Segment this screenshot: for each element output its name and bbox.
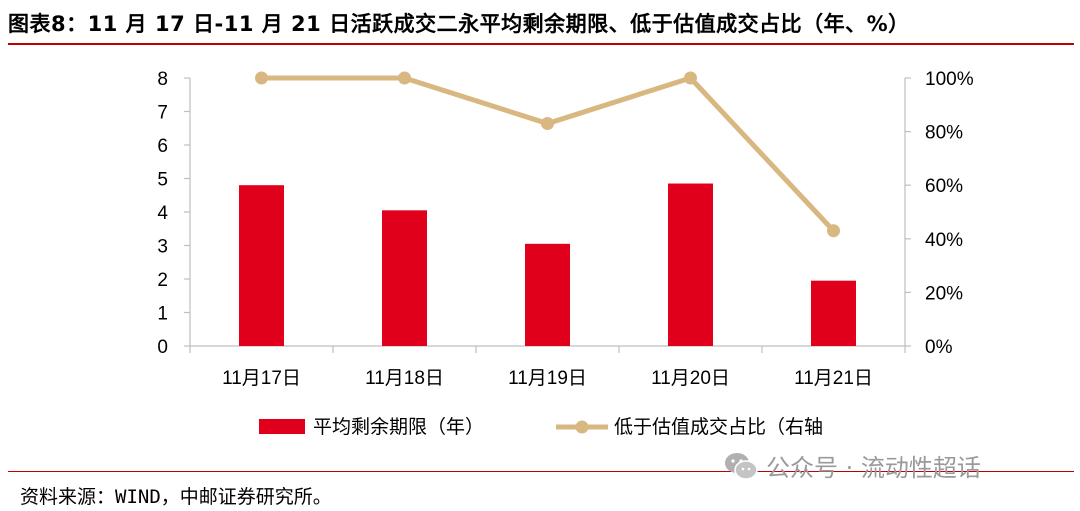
right-tick-label: 20% (925, 283, 963, 304)
left-tick-label: 1 (157, 304, 168, 325)
line-point (827, 224, 840, 238)
line-point (541, 117, 554, 131)
right-tick-label: 80% (925, 123, 963, 144)
line-point (684, 71, 697, 85)
right-tick-label: 100% (925, 69, 974, 90)
left-tick-label: 5 (157, 170, 168, 191)
legend-line-marker (575, 420, 589, 434)
wechat-icon (725, 452, 758, 480)
title-rule (8, 43, 1074, 45)
x-tick-label: 11月19日 (508, 368, 587, 389)
legend-bar-label: 平均剩余期限（年） (313, 416, 484, 438)
bar (668, 183, 713, 346)
footer-rule (8, 471, 1074, 472)
x-tick-label: 11月17日 (222, 368, 301, 389)
watermark: 公众号 · 流动性超话 (724, 448, 981, 483)
bar-series (239, 183, 856, 346)
left-tick-label: 0 (157, 337, 168, 358)
chart-title: 图表8：11 月 17 日-11 月 21 日活跃成交二永平均剩余期限、低于估值… (8, 12, 910, 36)
line-path (261, 75, 836, 233)
left-tick-label: 8 (157, 69, 168, 90)
watermark-text: 公众号 · 流动性超话 (766, 454, 981, 482)
legend-item-line: 低于估值成交占比（右轴 (556, 416, 823, 438)
legend-item-bar: 平均剩余期限（年） (259, 416, 484, 438)
right-tick-label: 60% (925, 176, 963, 197)
line-point (255, 71, 268, 85)
line-series (255, 71, 840, 238)
x-tick-label: 11月21日 (794, 368, 873, 389)
right-y-axis: 0% 20% 40% 60% 80% 100% (904, 69, 974, 358)
source-note: 资料来源：WIND，中邮证券研究所。 (20, 486, 332, 508)
bar (382, 210, 427, 346)
bar (239, 185, 284, 346)
left-tick-label: 2 (157, 270, 168, 291)
legend-line-label: 低于估值成交占比（右轴 (614, 416, 823, 438)
combo-chart: 0 1 2 3 4 5 6 7 8 0% 20% 40% 60% 80% 100% 11月17日 11月18… (157, 69, 974, 438)
right-tick-label: 40% (925, 230, 963, 251)
bar (525, 243, 570, 346)
bar (811, 280, 856, 346)
x-tick-label: 11月18日 (365, 368, 444, 389)
x-axis: 11月17日 11月18日 11月19日 11月20日 11月21日 (189, 345, 906, 389)
x-tick-label: 11月20日 (651, 368, 730, 389)
left-y-axis: 0 1 2 3 4 5 6 7 8 (157, 69, 191, 358)
left-tick-label: 7 (157, 103, 168, 124)
left-tick-label: 3 (157, 237, 168, 258)
right-tick-label: 0% (925, 337, 953, 358)
legend: 平均剩余期限（年） 低于估值成交占比（右轴 (259, 416, 823, 438)
left-tick-label: 6 (157, 136, 168, 157)
line-point (398, 71, 411, 85)
legend-bar-swatch (259, 419, 305, 434)
left-tick-label: 4 (157, 203, 168, 224)
